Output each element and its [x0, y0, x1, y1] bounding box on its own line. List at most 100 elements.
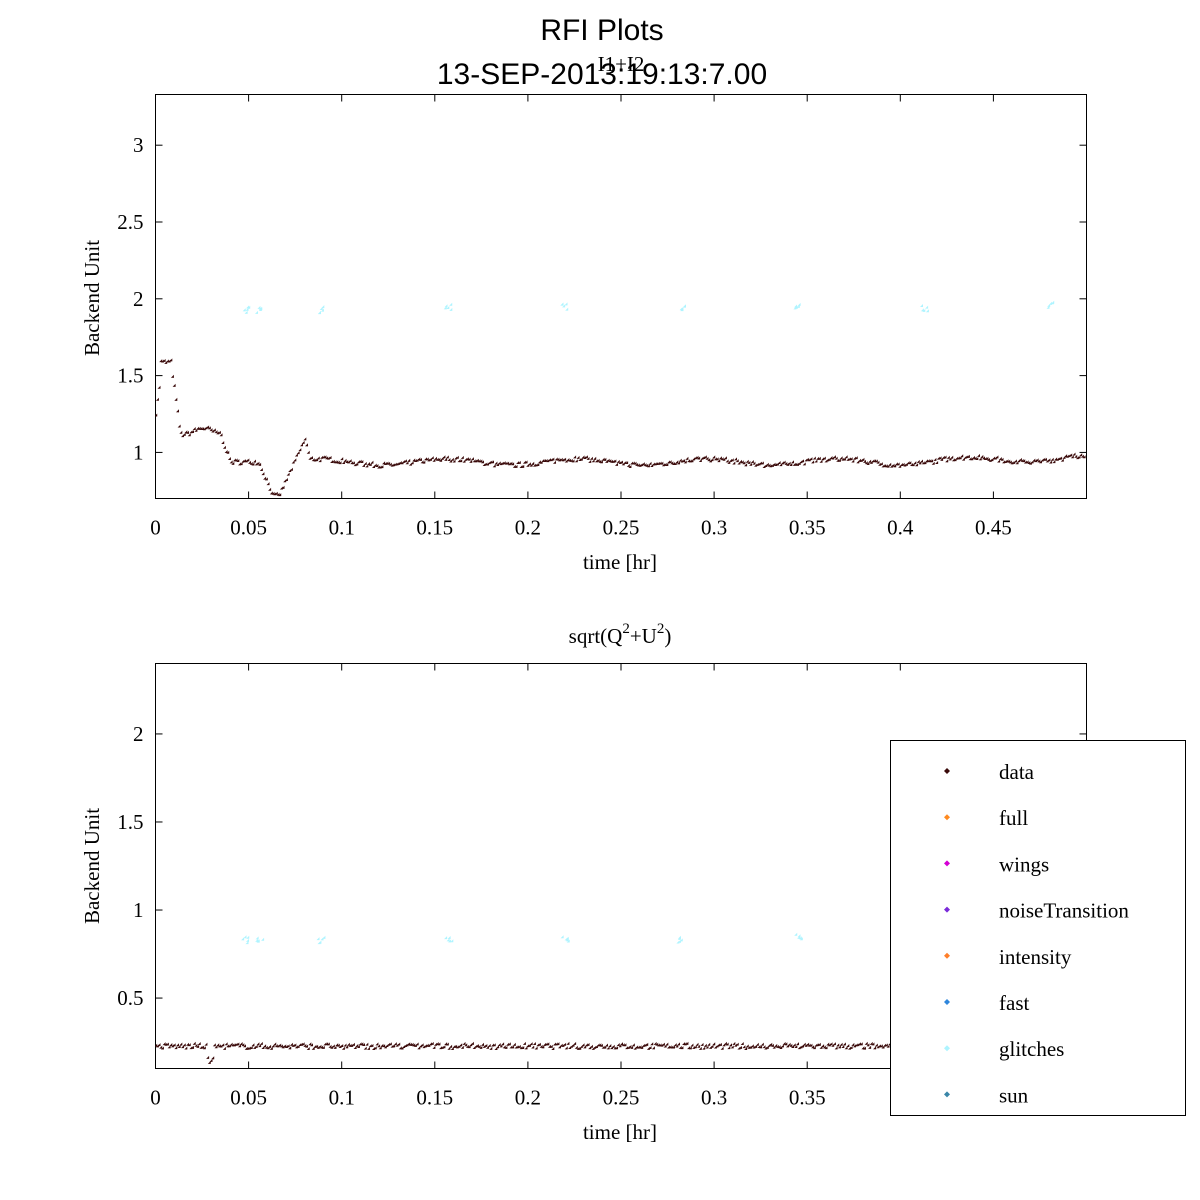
legend-label-full: full — [999, 806, 1028, 830]
data-point — [306, 1047, 310, 1051]
data-point — [315, 1044, 319, 1048]
data-point — [383, 1045, 387, 1049]
data-point — [454, 1044, 458, 1048]
data-point — [837, 458, 841, 462]
data-point — [779, 1046, 783, 1050]
data-point — [522, 1041, 526, 1045]
data-point — [806, 457, 810, 461]
data-point — [995, 455, 999, 459]
data-point — [286, 1044, 290, 1048]
data-point — [549, 1044, 553, 1048]
data-point — [356, 460, 360, 464]
data-point — [978, 457, 982, 461]
data-point — [170, 374, 174, 378]
data-point — [425, 1043, 429, 1047]
data-point — [675, 460, 679, 464]
glitch-point — [257, 305, 261, 309]
data-point — [253, 459, 257, 463]
data-point — [677, 1042, 681, 1046]
data-point — [469, 459, 473, 463]
data-point — [906, 461, 910, 465]
data-point — [239, 462, 243, 466]
data-point — [407, 1042, 411, 1046]
data-point — [796, 1042, 800, 1046]
data-point — [628, 465, 632, 469]
data-point — [842, 1042, 846, 1046]
legend-item-sun: sun — [944, 1083, 1029, 1107]
data-point — [564, 459, 568, 463]
data-point — [742, 461, 746, 465]
glitch-point — [560, 302, 564, 306]
bottom-plot-y-tick-labels: 0.5 1 1.5 2 — [117, 722, 143, 1010]
data-point — [338, 461, 342, 465]
x-tick-label: 0.25 — [603, 516, 640, 540]
data-point — [1064, 454, 1068, 458]
data-point — [497, 461, 501, 465]
data-point — [631, 1043, 635, 1047]
data-point — [221, 441, 225, 445]
x-tick-label: 0.3 — [701, 1086, 727, 1110]
data-point — [685, 456, 689, 460]
data-point — [717, 459, 721, 463]
data-point — [660, 461, 664, 465]
data-point — [928, 459, 932, 463]
data-point — [822, 456, 826, 460]
data-point — [688, 1046, 692, 1050]
x-tick-label: 0.2 — [515, 516, 541, 540]
data-point — [281, 485, 285, 489]
data-point — [1054, 457, 1058, 461]
data-point — [1060, 458, 1064, 462]
data-point — [780, 461, 784, 465]
data-point — [481, 1042, 485, 1046]
data-point — [851, 1042, 855, 1046]
data-point — [583, 456, 587, 460]
glitch-point — [448, 939, 452, 943]
data-point — [420, 1043, 424, 1047]
data-point — [842, 457, 846, 461]
data-point — [982, 456, 986, 460]
data-point — [187, 433, 191, 437]
data-point — [745, 1044, 749, 1048]
data-point — [385, 1044, 389, 1048]
data-point — [858, 458, 862, 462]
data-point — [633, 1046, 637, 1050]
legend-label-fast: fast — [999, 991, 1029, 1015]
data-point — [176, 409, 180, 413]
data-point — [695, 455, 699, 459]
data-point — [536, 1043, 540, 1047]
data-point — [227, 457, 231, 461]
data-point — [856, 460, 860, 464]
data-point — [259, 468, 263, 472]
data-point — [836, 458, 840, 462]
data-point — [470, 457, 474, 461]
data-point — [524, 1046, 528, 1050]
data-point — [605, 459, 609, 463]
data-point — [537, 460, 541, 464]
data-point — [563, 457, 567, 461]
data-point — [217, 1044, 221, 1048]
data-point — [873, 1046, 877, 1050]
data-point — [546, 1042, 550, 1046]
data-point — [157, 1043, 161, 1047]
data-point — [966, 454, 970, 458]
data-point — [635, 462, 639, 466]
data-point — [284, 1045, 288, 1049]
bottom-title-part-3: +U — [630, 624, 657, 648]
data-point — [457, 1044, 461, 1048]
data-point — [591, 459, 595, 463]
y-tick-label: 2.5 — [117, 210, 143, 234]
data-point — [584, 455, 588, 459]
data-point — [661, 1042, 665, 1046]
data-point — [987, 457, 991, 461]
data-point — [635, 1045, 639, 1049]
data-point — [511, 462, 515, 466]
data-point — [303, 437, 307, 441]
glitch-point — [677, 935, 681, 939]
data-point — [318, 459, 322, 463]
data-point — [832, 455, 836, 459]
data-point — [871, 459, 875, 463]
data-point — [504, 1045, 508, 1049]
data-point — [336, 460, 340, 464]
data-point — [762, 1045, 766, 1049]
data-point — [532, 1042, 536, 1046]
